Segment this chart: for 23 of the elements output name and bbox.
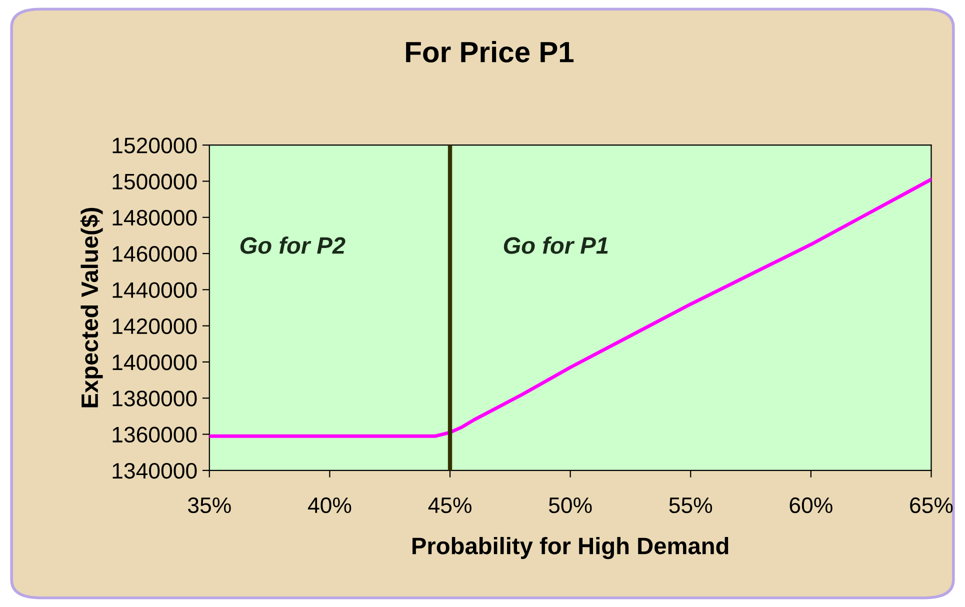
- y-tick-label: 1400000: [112, 354, 197, 370]
- x-tick-label: 35%: [188, 497, 231, 514]
- x-axis-title: Probability for High Demand: [412, 536, 728, 560]
- x-tick-label: 60%: [790, 497, 832, 514]
- y-tick-label: 1520000: [112, 138, 197, 154]
- chart-title: For Price P1: [406, 41, 574, 62]
- y-axis-title: Expected Value($): [80, 208, 103, 408]
- y-tick-label: 1340000: [112, 462, 197, 479]
- x-tick-label: 40%: [308, 497, 352, 514]
- annotation: Go for P2: [240, 236, 346, 254]
- y-tick-label: 1460000: [112, 246, 197, 262]
- y-tick-label: 1380000: [112, 390, 197, 406]
- y-tick-label: 1500000: [112, 174, 197, 190]
- x-tick-label: 65%: [910, 497, 953, 514]
- y-tick-label: 1360000: [112, 426, 197, 443]
- y-tick-label: 1480000: [112, 210, 197, 226]
- y-tick-label: 1420000: [112, 318, 197, 334]
- annotation: Go for P1: [504, 236, 608, 254]
- x-tick-label: 50%: [548, 497, 592, 514]
- line-series: [209, 178, 932, 438]
- x-tick-label: 55%: [669, 498, 712, 514]
- x-tick-label: 45%: [428, 498, 472, 514]
- y-tick-label: 1440000: [112, 282, 197, 298]
